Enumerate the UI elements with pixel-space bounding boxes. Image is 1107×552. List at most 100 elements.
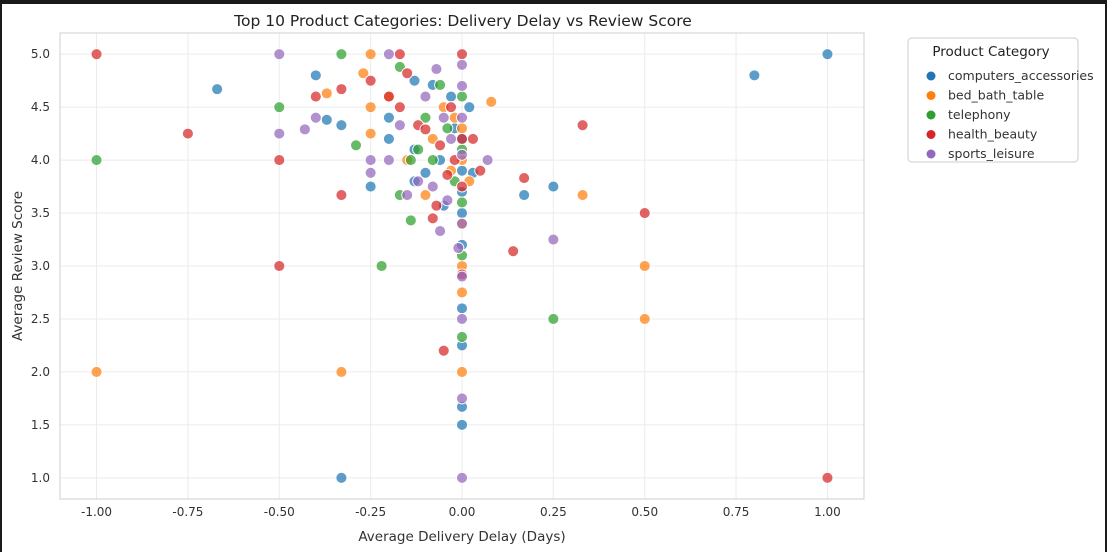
data-point [441,194,454,207]
data-point [481,154,494,167]
data-point [382,111,395,124]
figure: Top 10 Product Categories: Delivery Dela… [0,4,1107,552]
data-point [456,80,468,92]
data-point [273,260,286,272]
data-point [393,119,406,132]
plot-area-frame [59,32,865,500]
data-point [412,175,425,188]
data-point [456,180,468,193]
data-point [309,111,322,124]
data-point [456,90,468,103]
series-sports_leisure [273,48,560,484]
data-point [419,166,432,179]
data-point [638,313,651,325]
data-point [382,90,395,103]
data-point [320,87,333,100]
data-point [90,154,103,167]
data-point [335,189,348,201]
series-telephony [90,48,560,343]
y-tick-label: 4.5 [31,100,50,114]
legend-label: telephony [948,107,1011,122]
data-point [507,245,520,258]
data-point [456,196,468,209]
data-point [456,164,468,177]
data-point [382,132,395,145]
data-point [434,139,447,152]
y-tick-label: 5.0 [31,47,50,61]
x-tick-label: 0.00 [449,505,476,519]
data-point [404,214,417,227]
data-point [456,392,468,405]
data-point [456,48,468,61]
data-point [309,90,322,103]
data-point [401,67,414,80]
data-point [441,168,454,181]
x-tick-label: 0.75 [723,505,750,519]
x-tick-label: -0.50 [264,505,295,519]
data-point [437,344,450,357]
x-tick-label: 0.25 [540,505,567,519]
y-tick-labels: 1.0 1.5 2.0 2.5 3.0 3.5 4.0 4.5 5.0 [31,47,50,485]
data-point [452,242,465,254]
x-tick-label: 1.00 [814,505,841,519]
data-point [426,154,439,167]
data-point [456,111,468,124]
data-point [547,180,560,193]
data-point [382,154,395,167]
data-point [408,74,421,87]
data-point [350,139,362,152]
x-tick-label: -0.75 [172,505,203,519]
data-point [426,212,439,225]
data-point [419,123,432,136]
data-point [456,471,468,484]
data-point [412,143,425,156]
data-point [273,48,286,61]
data-point [273,154,286,167]
scatter-chart: Top 10 Product Categories: Delivery Dela… [10,12,1094,545]
data-point [320,113,333,126]
data-point [456,148,468,161]
legend-marker [926,130,936,139]
legend-marker [926,149,936,159]
data-point [90,365,103,378]
data-point [273,127,286,140]
data-point [456,132,468,145]
data-point [335,119,348,132]
legend-marker [926,110,936,120]
y-axis-label: Average Review Score [10,191,26,341]
data-point [364,166,377,179]
data-point [547,233,560,246]
data-point [364,180,377,193]
legend-items: computers_accessories bed_bath_tabletelep… [926,68,1094,161]
data-point [401,189,414,201]
chart-title: Top 10 Product Categories: Delivery Dela… [233,12,692,30]
legend-box [907,37,1079,163]
legend-label: sports_leisure [948,146,1035,161]
data-point [547,313,560,325]
data-point [456,313,468,325]
y-tick-label: 2.0 [31,365,50,379]
data-point [456,217,468,230]
data-point [748,69,761,82]
data-point [273,101,286,114]
x-tick-label: -0.25 [355,505,386,519]
data-point [456,418,468,431]
legend-label: health_beauty [948,127,1038,142]
data-point [419,189,432,201]
data-point [638,260,651,272]
data-point [456,331,468,343]
data-point [456,302,468,315]
data-point [211,83,224,96]
data-point [456,58,468,71]
data-points [90,48,834,484]
data-point [467,132,479,145]
legend-marker [926,91,936,100]
legend-marker [926,71,936,81]
series-health_beauty [90,48,834,484]
y-tick-label: 1.5 [31,418,50,432]
data-point [335,471,348,484]
legend-label: computers_accessories [948,68,1094,83]
data-point [90,48,103,61]
data-point [445,101,457,114]
data-point [463,101,476,114]
